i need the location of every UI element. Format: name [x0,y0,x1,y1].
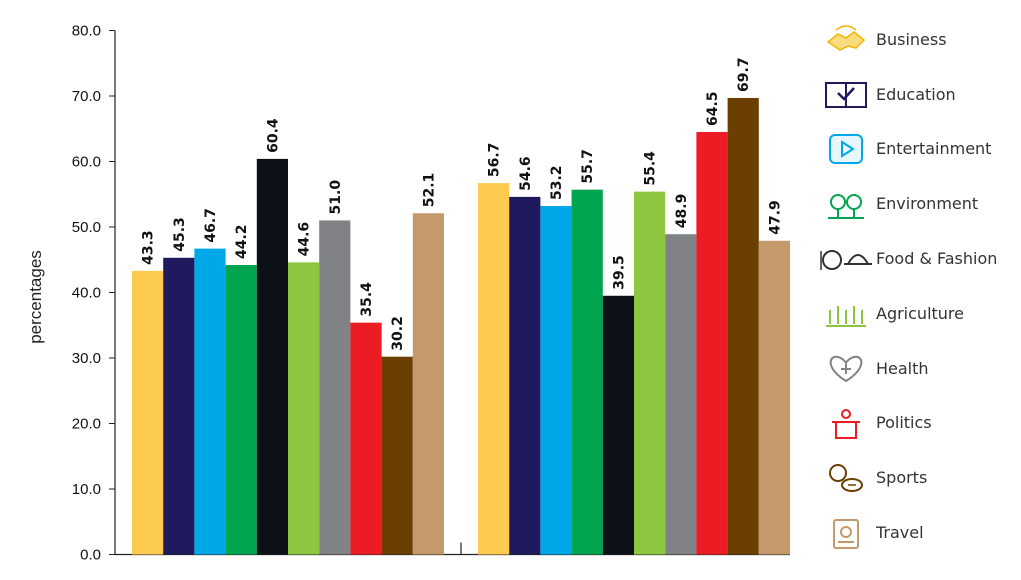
y-tick-label: 70.0 [72,88,101,105]
bar-education-2 [509,196,541,555]
value-label: 35.4 [359,282,375,317]
legend-label: Health [876,358,929,378]
balls-icon [829,463,863,492]
legend-label: Politics [876,413,932,433]
legend-item-sports: Sports [820,450,1020,505]
value-label: 56.7 [487,143,503,178]
value-label: 44.6 [297,222,313,257]
value-label: 44.2 [234,224,250,259]
bar-sports-1 [381,356,413,555]
bar-health-1 [319,220,351,555]
bar-business-2 [478,183,510,555]
heart-plus-icon [829,356,863,383]
legend-label: Food & Fashion [876,249,998,269]
bar-travel-2 [758,240,790,555]
legend-label: Entertainment [876,139,992,159]
legend-item-business: Business [820,12,1020,67]
legend-item-travel: Travel [820,505,1020,560]
bar-agriculture-2 [634,191,666,555]
y-tick-label: 60.0 [72,154,101,171]
bar-food-fashion-2 [602,295,634,555]
y-tick-label: 0.0 [80,547,101,564]
y-tick-label: 40.0 [72,285,101,302]
legend-item-politics: Politics [820,396,1020,451]
y-axis-label: percentages [26,250,45,344]
value-label: 51.0 [328,180,344,215]
value-label: 48.9 [674,194,690,229]
bar-agriculture-1 [288,262,320,555]
y-tick-label: 80.0 [72,23,101,40]
bar-chart: 0.0 10.0 20.0 30.0 40.0 50.0 60.0 70.0 80.0 43.3… [26,23,790,564]
passport-icon [833,518,859,549]
legend-item-entertainment: Entertainment [820,122,1020,177]
value-label: 45.3 [172,217,188,252]
value-label: 46.7 [203,208,219,243]
legend-item-agriculture: Agriculture [820,286,1020,341]
y-tick-label: 50.0 [72,219,101,236]
y-tick-label: 30.0 [72,350,101,367]
legend-item-health: Health [820,341,1020,396]
legend-item-environment: Environment [820,176,1020,231]
value-labels: 43.3 56.7 45.3 54.6 46.7 53.2 44.2 55.7 60.4 39.5… [141,57,784,350]
legend-label: Education [876,84,956,104]
legend: Business Education Entertainment Environmen… [820,12,1020,560]
bar-environment-1 [225,264,257,555]
y-tick-label: 10.0 [72,481,101,498]
bar-sports-2 [727,97,759,555]
handshake-icon [826,25,866,52]
crops-icon [826,306,866,328]
value-label: 69.7 [736,57,752,92]
play-screen-icon [829,133,863,164]
value-label: 30.2 [390,316,406,351]
value-label: 55.7 [580,149,596,184]
value-label: 43.3 [141,230,157,265]
bar-business-1 [132,270,164,555]
legend-item-food-fashion: Food & Fashion [820,231,1020,286]
value-label: 39.5 [611,255,627,290]
legend-label: Travel [876,523,924,543]
book-icon [825,82,867,109]
value-label: 47.9 [767,200,783,235]
bar-travel-1 [412,213,444,555]
legend-item-education: Education [820,67,1020,122]
value-label: 55.4 [643,151,659,186]
value-label: 54.6 [518,156,534,191]
value-label: 60.4 [265,118,281,153]
value-label: 53.2 [549,165,565,200]
bar-education-1 [163,257,195,555]
bar-entertainment-2 [540,206,572,555]
value-label: 52.1 [421,173,437,208]
bar-health-2 [665,234,697,555]
y-tick-label: 20.0 [72,416,101,433]
bar-politics-1 [350,322,382,555]
value-label: 64.5 [705,91,721,126]
plate-and-hat-icon [820,249,872,270]
legend-label: Sports [876,468,928,488]
bar-food-fashion-1 [256,158,288,555]
legend-label: Business [876,29,947,49]
podium-icon [832,408,860,439]
legend-label: Agriculture [876,303,964,323]
trees-icon [828,193,864,219]
bar-environment-2 [571,189,603,555]
legend-label: Environment [876,194,979,214]
bar-entertainment-1 [194,248,226,555]
bar-politics-2 [696,132,728,555]
bars [132,97,790,555]
